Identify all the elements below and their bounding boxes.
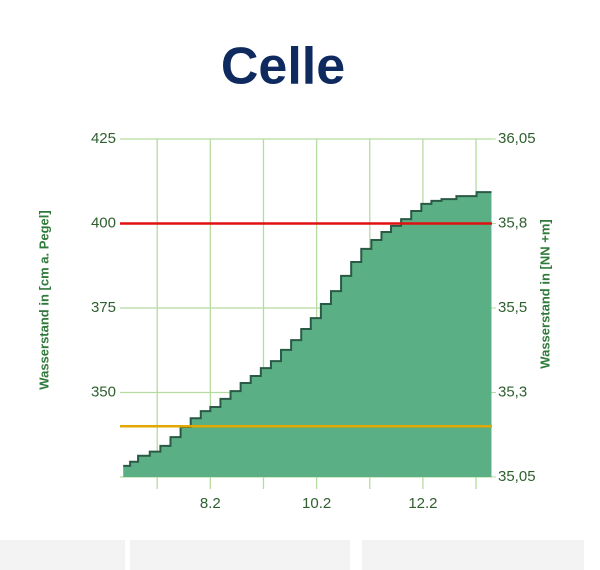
footer-panel bbox=[0, 540, 125, 570]
plot: 350 375 400 425 36,05 35,8 35,5 35,3 35,05 8.2 10.… bbox=[91, 130, 536, 512]
y2-tick-label: 36,05 bbox=[498, 130, 536, 147]
y-tick-label: 350 bbox=[91, 383, 116, 400]
footer-panel bbox=[130, 540, 350, 570]
y-tick-label: 400 bbox=[91, 214, 116, 231]
y2-axis-label: Wasserstand in [NN +m] bbox=[537, 219, 552, 368]
area bbox=[123, 192, 492, 478]
step-line bbox=[123, 191, 492, 467]
x-tick-label: 12.2 bbox=[408, 495, 437, 512]
x-tick-label: 10.2 bbox=[302, 495, 331, 512]
y2-tick-label: 35,5 bbox=[498, 299, 527, 316]
y-tick-label: 375 bbox=[91, 299, 116, 316]
y2-tick-label: 35,8 bbox=[498, 214, 527, 231]
y2-tick-label: 35,05 bbox=[498, 468, 536, 485]
footer-panel bbox=[362, 540, 584, 570]
y-tick-label: 425 bbox=[91, 130, 116, 147]
y-axis-label: Wasserstand in [cm a. Pegel] bbox=[36, 210, 51, 389]
chart-title: Celle bbox=[221, 38, 345, 96]
y2-tick-label: 35,3 bbox=[498, 383, 527, 400]
x-tick-label: 8.2 bbox=[200, 495, 221, 512]
